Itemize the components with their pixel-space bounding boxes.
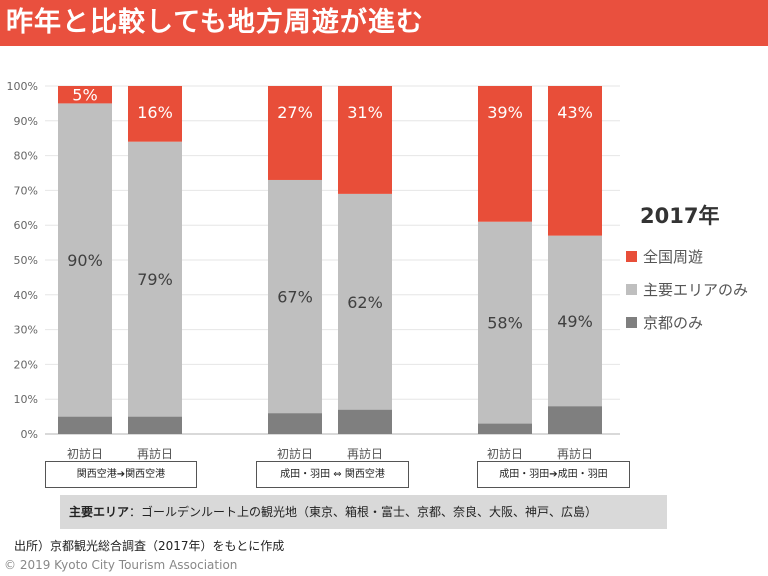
bar-segment bbox=[338, 193, 392, 410]
data-label: 43% bbox=[557, 103, 593, 122]
bar-segment bbox=[268, 179, 322, 414]
bar-segment bbox=[128, 86, 182, 142]
bar-segment bbox=[58, 103, 112, 417]
legend: 2017年 全国周遊 主要エリアのみ 京都のみ bbox=[626, 200, 748, 339]
bar-segment bbox=[58, 416, 112, 434]
legend-label: 全国周遊 bbox=[643, 248, 704, 266]
note-text: ：ゴールデンルート上の観光地（東京、箱根・富士、京都、奈良、大阪、神戸、広島） bbox=[129, 505, 598, 519]
note-label: 主要エリア bbox=[69, 505, 130, 519]
y-tick-label: 50% bbox=[14, 254, 38, 267]
legend-title: 2017年 bbox=[640, 204, 720, 228]
legend-swatch bbox=[626, 284, 637, 295]
x-tick-label: 再訪日 bbox=[137, 446, 173, 460]
data-label: 49% bbox=[557, 312, 593, 331]
note-box: 主要エリア：ゴールデンルート上の観光地（東京、箱根・富士、京都、奈良、大阪、神戸… bbox=[60, 495, 667, 529]
bar-segment bbox=[128, 416, 182, 434]
stacked-bar-chart: 0% 10% 20% 30% 40% 50% 60% 70% 80% 90% 100% 90% 5% 初訪… bbox=[7, 80, 620, 460]
group-label-narita: 成田・羽田➔成田・羽田 bbox=[477, 461, 630, 488]
data-label: 31% bbox=[347, 103, 383, 122]
bar-segment bbox=[268, 86, 322, 180]
bar-segment bbox=[548, 406, 602, 434]
group-label-narita-kansai: 成田・羽田 ⇔ 関西空港 bbox=[256, 461, 409, 488]
source-text: 出所）京都観光総合調査（2017年）をもとに作成 bbox=[14, 539, 285, 553]
bar-segment bbox=[478, 423, 532, 434]
legend-item-nationwide: 全国周遊 bbox=[626, 240, 748, 273]
bar-segment bbox=[338, 409, 392, 434]
data-label: 62% bbox=[347, 293, 383, 312]
y-tick-label: 0% bbox=[21, 428, 38, 441]
data-label: 67% bbox=[277, 288, 313, 307]
y-tick-label: 30% bbox=[14, 324, 38, 337]
bar-segment bbox=[548, 86, 602, 236]
legend-swatch bbox=[626, 251, 637, 262]
data-label: 39% bbox=[487, 103, 523, 122]
data-label: 27% bbox=[277, 103, 313, 122]
data-label: 79% bbox=[137, 270, 173, 289]
legend-item-main-area: 主要エリアのみ bbox=[626, 273, 748, 306]
y-tick-label: 70% bbox=[14, 184, 38, 197]
y-tick-label: 20% bbox=[14, 358, 38, 371]
bar-segment bbox=[128, 141, 182, 417]
bar-segment bbox=[268, 413, 322, 434]
page-title: 昨年と比較しても地方周遊が進む bbox=[0, 0, 768, 46]
data-label: 16% bbox=[137, 103, 173, 122]
y-tick-label: 80% bbox=[14, 150, 38, 163]
data-label: 5% bbox=[72, 86, 97, 105]
y-tick-label: 100% bbox=[7, 80, 38, 93]
x-tick-label: 初訪日 bbox=[67, 446, 103, 460]
y-tick-label: 10% bbox=[14, 393, 38, 406]
legend-label: 主要エリアのみ bbox=[643, 281, 749, 299]
data-label: 58% bbox=[487, 314, 523, 333]
bar-segment bbox=[338, 86, 392, 194]
legend-label: 京都のみ bbox=[643, 314, 704, 332]
x-tick-label: 初訪日 bbox=[277, 446, 313, 460]
x-tick-label: 初訪日 bbox=[487, 446, 523, 460]
x-tick-label: 再訪日 bbox=[347, 446, 383, 460]
copyright: © 2019 Kyoto City Tourism Association bbox=[4, 558, 238, 572]
legend-swatch bbox=[626, 317, 637, 328]
bar-segment bbox=[548, 235, 602, 407]
bar-segment bbox=[478, 86, 532, 222]
bar-segment bbox=[478, 221, 532, 424]
group-label-kansai: 関西空港➔関西空港 bbox=[45, 461, 197, 488]
y-tick-label: 40% bbox=[14, 289, 38, 302]
y-tick-label: 60% bbox=[14, 219, 38, 232]
x-tick-label: 再訪日 bbox=[557, 446, 593, 460]
data-label: 90% bbox=[67, 251, 103, 270]
legend-item-kyoto-only: 京都のみ bbox=[626, 306, 748, 339]
bar-segment bbox=[58, 86, 112, 104]
y-tick-label: 90% bbox=[14, 115, 38, 128]
